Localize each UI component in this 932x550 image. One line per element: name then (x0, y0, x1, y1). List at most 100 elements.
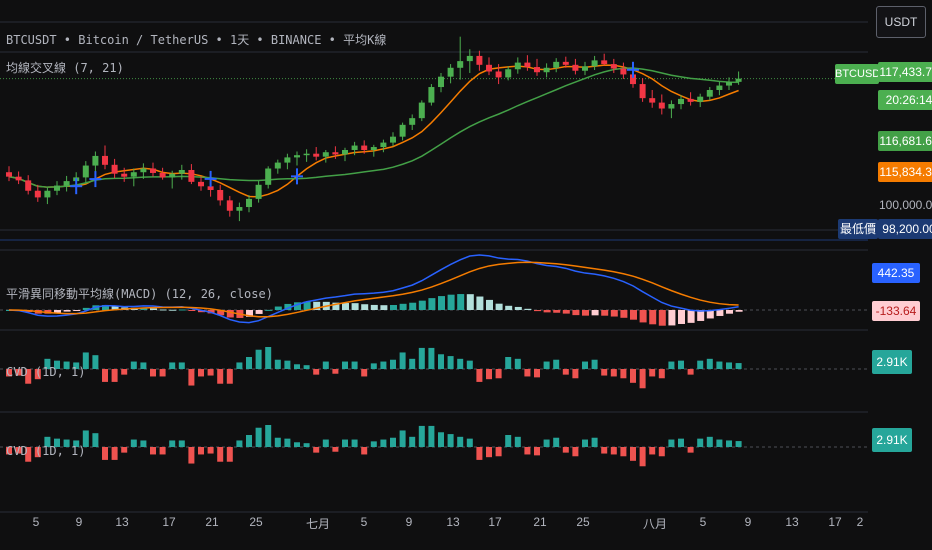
symbol-legend[interactable]: BTCUSDT • Bitcoin / TetherUS • 1天 • BINA… (6, 33, 387, 47)
candle (476, 50, 483, 71)
macd-histogram-bar (399, 303, 407, 310)
cvd-bar (543, 439, 550, 447)
candle-body (447, 67, 454, 77)
candle-body (486, 64, 492, 72)
cvd-bar (102, 369, 108, 382)
candle-body (6, 172, 12, 177)
cvd-bar (342, 439, 348, 447)
candle (447, 64, 454, 84)
cvd-bar (332, 369, 339, 374)
cvd-legend-2[interactable]: CVD (1D, 1) (6, 444, 86, 458)
candle (610, 58, 617, 73)
candle-body (457, 61, 464, 68)
candle-body (582, 66, 588, 71)
cvd-bar (178, 362, 185, 369)
cvd-bar (236, 440, 243, 447)
macd-histogram-bar (582, 310, 589, 316)
macd-line (8, 254, 739, 324)
cvd-bar (505, 435, 512, 447)
candle-body (236, 207, 243, 211)
candle (102, 145, 108, 170)
candle (687, 92, 694, 106)
candle-body (380, 142, 387, 148)
cvd-bar (121, 447, 128, 453)
candle (601, 53, 608, 66)
cvd-bar (102, 447, 108, 460)
cvd-legend-1[interactable]: CVD (1D, 1) (6, 365, 86, 379)
candle-body (342, 150, 348, 155)
cvd-bar (678, 360, 684, 369)
cvd-bar (313, 369, 320, 375)
cvd-bar (54, 438, 60, 447)
cvd-bar (226, 369, 233, 384)
cvd-bar (294, 442, 300, 447)
chart-canvas[interactable] (0, 0, 868, 518)
macd-histogram-bar (418, 300, 426, 310)
candle (678, 95, 684, 110)
cvd-bar (390, 359, 396, 369)
cvd-bar (591, 359, 598, 369)
time-tick: 13 (115, 515, 129, 529)
candle (255, 181, 262, 203)
candle (380, 139, 387, 153)
cvd-bar (236, 362, 243, 369)
cvd-bar (687, 369, 694, 375)
cvd-bar (649, 369, 656, 377)
time-axis[interactable]: 5 9 13 17 21 25 七月 5 9 13 17 21 25 八月 5 9 13 17 2 (0, 512, 868, 550)
cvd-bar (553, 359, 560, 369)
cvd-bar (399, 352, 406, 369)
cvd-bar (370, 441, 377, 447)
cvd-bar (649, 447, 656, 455)
candle (351, 141, 358, 156)
candle-body (188, 170, 195, 182)
macd-histogram-bar (217, 310, 225, 316)
candle-body (351, 145, 358, 150)
cvd-bar (63, 439, 70, 447)
cvd-bar (73, 362, 80, 369)
candle (236, 202, 243, 222)
countdown-label: 20:26:14 (878, 90, 932, 110)
cvd-bar (457, 358, 464, 369)
cross-marker (89, 171, 102, 188)
candle (534, 58, 540, 76)
lowest-price-tag: 最低價 (838, 219, 878, 239)
candle (726, 77, 732, 90)
cvd-bar (255, 427, 262, 447)
cvd-bar (361, 369, 368, 377)
candle (697, 93, 704, 108)
candle-body (543, 67, 550, 73)
cvd-bar (495, 369, 502, 379)
cvd-bar (130, 439, 137, 447)
macd-histogram-bar (658, 310, 666, 326)
cvd-bar (342, 361, 348, 369)
cvd-bar (591, 437, 598, 447)
cvd-bar (466, 360, 473, 369)
currency-button[interactable]: USDT (876, 6, 926, 38)
time-tick: 13 (446, 515, 460, 529)
time-tick: 17 (828, 515, 842, 529)
candle-body (140, 168, 147, 173)
candle (44, 187, 51, 205)
cvd-bar (121, 369, 128, 375)
candle-body (658, 102, 665, 109)
ma-cross-legend[interactable]: 均線交叉線 (7, 21) (6, 61, 124, 75)
cvd-pane-2 (6, 425, 742, 467)
candle (706, 87, 713, 101)
macd-value-label: 442.35 (872, 263, 920, 283)
macd-legend[interactable]: 平滑異同移動平均線(MACD) (12, 26, close) (6, 287, 273, 301)
ma-fast-value-label: 115,834.36 (878, 162, 932, 182)
cvd-bar (322, 439, 329, 447)
macd-histogram-bar (591, 310, 599, 316)
ma-fast-line (8, 64, 739, 198)
macd-histogram-bar (63, 310, 71, 312)
time-tick: 17 (162, 515, 176, 529)
macd-histogram-bar (572, 310, 580, 316)
candle (390, 132, 396, 147)
candle-body (313, 153, 320, 157)
candle-body (591, 60, 598, 67)
cvd-bar (582, 361, 588, 369)
candle-body (649, 98, 656, 103)
candle-body (274, 162, 281, 169)
macd-histogram-bar (255, 310, 263, 314)
cvd-bar (370, 363, 377, 369)
